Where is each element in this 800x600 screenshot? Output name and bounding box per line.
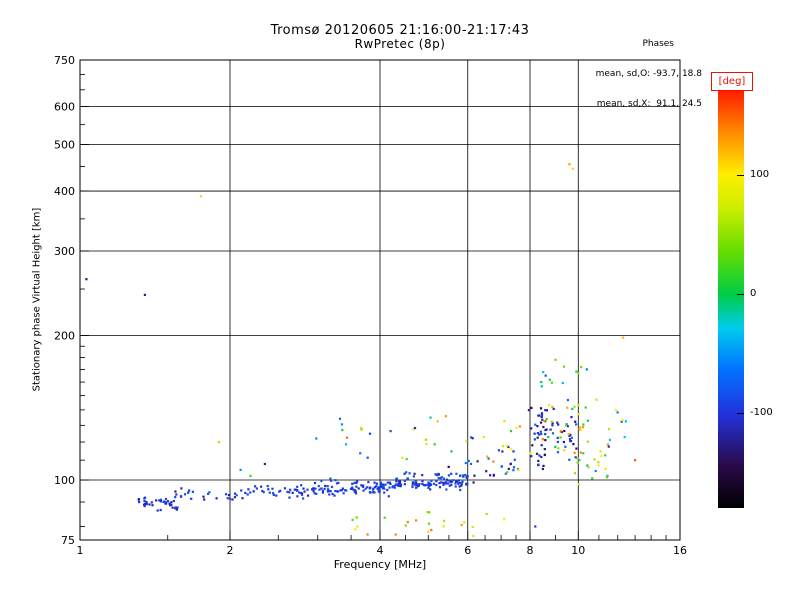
svg-text:600: 600: [54, 101, 75, 114]
plot-title: Tromsø 20120605 21:16:00-21:17:43: [270, 23, 530, 38]
colorbar-tick-label: 0: [750, 288, 757, 299]
y-tick-labels: 75 100 200 300 400 500 600 750: [54, 54, 75, 547]
svg-text:6: 6: [464, 544, 471, 557]
y-axis-label: Stationary phase Virtual Height [km]: [31, 207, 43, 392]
colorbar-tick: [737, 413, 744, 414]
phase-stats-x-mode: mean, sd,X: 91.1, 24.5: [596, 99, 702, 109]
phase-stats-o-mode: mean, sd,O: -93.7, 18.8: [595, 69, 702, 79]
svg-text:75: 75: [61, 534, 75, 547]
plot-frame: [79, 59, 681, 541]
svg-text:100: 100: [54, 474, 75, 487]
svg-text:200: 200: [54, 330, 75, 343]
data-points: [85, 163, 637, 538]
svg-text:1: 1: [77, 544, 84, 557]
gridlines: [80, 60, 680, 540]
x-tick-labels: 1 2 4 6 8 10 16: [77, 544, 688, 557]
svg-text:2: 2: [227, 544, 234, 557]
plot-subtitle: RwPretec (8p): [354, 37, 446, 51]
colorbar-tick: [737, 294, 744, 295]
svg-text:4: 4: [377, 544, 384, 557]
svg-text:500: 500: [54, 139, 75, 152]
phase-stats-header: Phases: [642, 39, 674, 49]
svg-text:750: 750: [54, 54, 75, 67]
svg-text:400: 400: [54, 185, 75, 198]
svg-text:8: 8: [527, 544, 534, 557]
colorbar-tick: [737, 175, 744, 176]
svg-text:10: 10: [571, 544, 585, 557]
x-axis-label: Frequency [MHz]: [333, 558, 427, 571]
svg-text:16: 16: [673, 544, 687, 557]
svg-text:300: 300: [54, 245, 75, 258]
colorbar-tick-label: -100: [750, 407, 773, 418]
colorbar-tick-label: 100: [750, 169, 770, 180]
colorbar-units-label: [deg]: [711, 72, 753, 91]
phase-stats-block: Phases mean, sd,O: -93.7, 18.8 mean, sd,…: [596, 19, 702, 129]
